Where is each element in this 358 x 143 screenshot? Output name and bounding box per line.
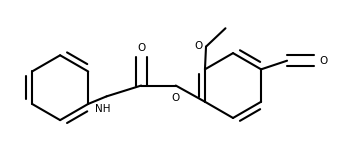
Text: O: O <box>171 93 180 103</box>
Text: O: O <box>137 43 145 53</box>
Text: O: O <box>194 41 203 51</box>
Text: O: O <box>319 56 328 66</box>
Text: NH: NH <box>95 104 110 114</box>
